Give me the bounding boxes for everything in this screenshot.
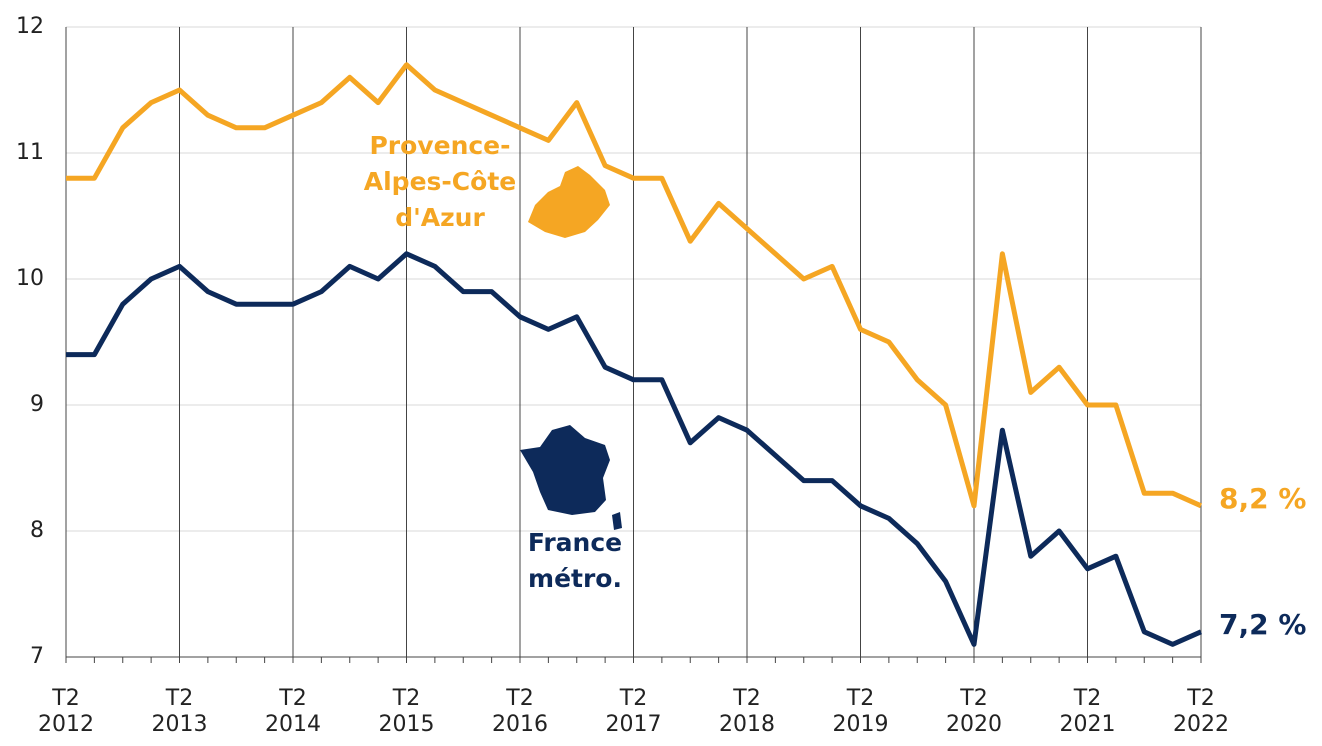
y-tick-label: 10	[16, 266, 44, 291]
y-tick-label: 12	[16, 14, 44, 39]
value-label: 8,2 %	[1219, 481, 1307, 515]
x-tick-label: T2 2019	[832, 686, 889, 737]
x-tick-label: T2 2022	[1173, 686, 1229, 737]
value-label: 7,2 %	[1219, 607, 1307, 641]
france-map	[520, 425, 622, 530]
y-tick-label: 8	[30, 518, 44, 543]
x-tick-label: T2 2014	[265, 686, 321, 737]
series-label: Provence-Alpes-Côte d'Azur	[363, 131, 517, 232]
paca-map	[528, 166, 610, 238]
x-tick-label: T2 2013	[151, 686, 208, 737]
y-tick-label: 7	[30, 644, 44, 669]
line-series	[66, 62, 1203, 509]
x-tick-label: T2 2016	[492, 686, 548, 737]
x-tick-label: T2 2015	[378, 686, 435, 737]
y-tick-label: 9	[30, 392, 44, 417]
x-tick-label: T2 2021	[1059, 686, 1116, 737]
series-label: France métro.	[527, 528, 623, 593]
x-tick-label: T2 2017	[605, 686, 662, 737]
y-tick-label: 11	[16, 140, 44, 165]
line-series	[66, 251, 1203, 647]
x-tick-label: T2 2012	[38, 686, 94, 737]
x-tick-label: T2 2020	[946, 686, 1002, 737]
x-tick-label: T2 2018	[719, 686, 775, 737]
